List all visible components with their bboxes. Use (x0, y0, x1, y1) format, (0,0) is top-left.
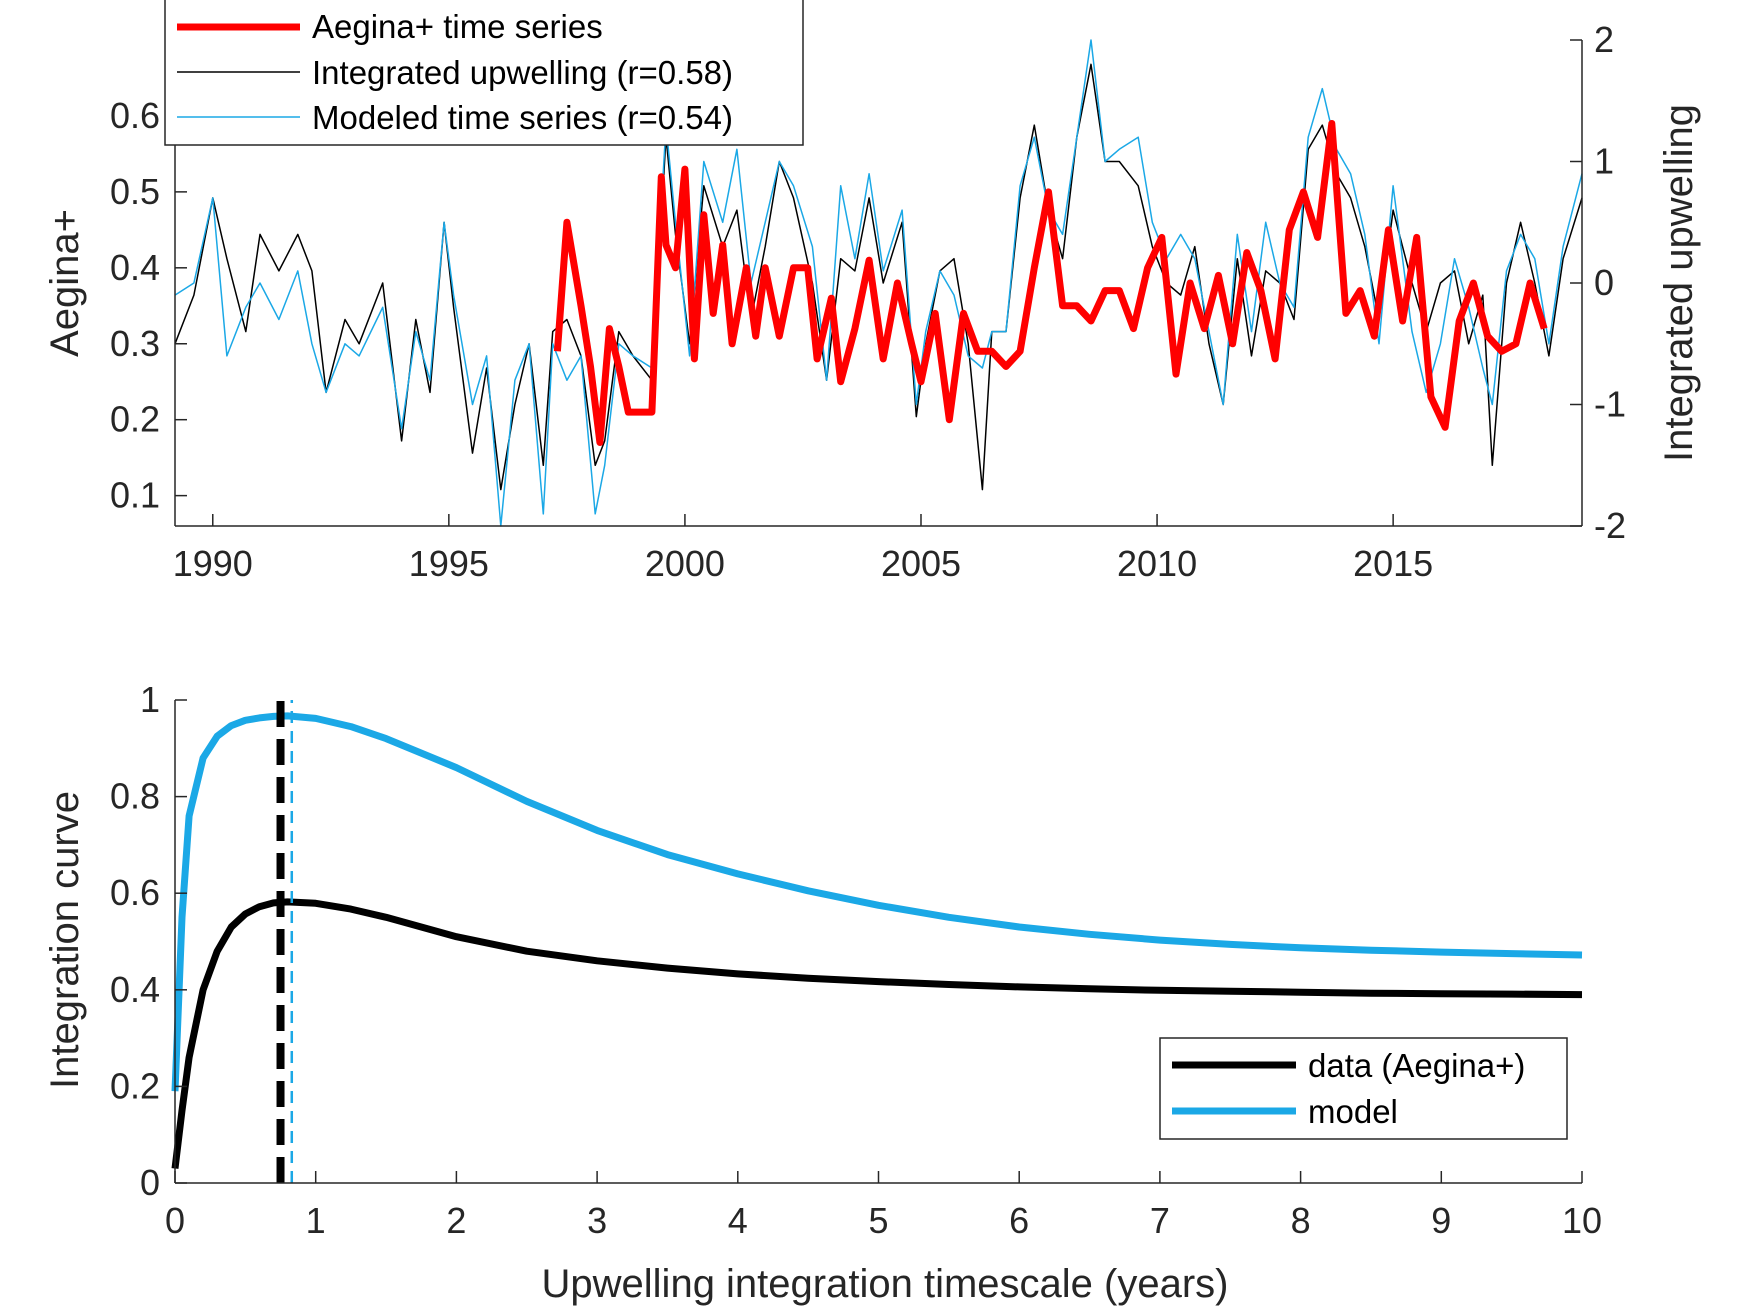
top-left-y-tick-label: 0.1 (110, 475, 160, 516)
bottom-x-tick-label: 7 (1150, 1200, 1170, 1241)
bottom-y-tick-label: 1 (140, 679, 160, 720)
legend-label-upwelling: Integrated upwelling (r=0.58) (312, 54, 733, 91)
bottom-y-tick-label: 0 (140, 1162, 160, 1203)
top-left-y-tick-label: 0.2 (110, 399, 160, 440)
top-x-tick-label: 1995 (409, 543, 489, 584)
bottom-x-tick-label: 1 (306, 1200, 326, 1241)
bottom-x-tick-label: 6 (1009, 1200, 1029, 1241)
bottom-axes: 0 1 2 3 4 5 6 7 8 9 10 0 0.2 0.4 0.6 0.8 1 (110, 679, 1602, 1241)
legend-label-model: model (1308, 1093, 1398, 1130)
bottom-legend: data (Aegina+) model (1159, 1037, 1568, 1140)
legend-label-aegina: Aegina+ time series (312, 8, 603, 45)
top-right-y-tick-label: -2 (1594, 505, 1626, 546)
bottom-x-tick-label: 8 (1291, 1200, 1311, 1241)
top-legend: Aegina+ time series Integrated upwelling… (164, 0, 804, 146)
data-aegina-curve (171, 898, 1583, 1169)
integration-curve-panel: 0 1 2 3 4 5 6 7 8 9 10 0 0.2 0.4 0.6 0.8 1 Upwelling int… (43, 679, 1602, 1306)
bottom-y-axis-label: Integration curve (43, 791, 87, 1089)
top-x-tick-label: 2005 (881, 543, 961, 584)
bottom-x-tick-label: 3 (587, 1200, 607, 1241)
bottom-x-tick-label: 4 (728, 1200, 748, 1241)
top-right-y-tick-label: 1 (1594, 141, 1614, 182)
bottom-y-tick-label: 0.6 (110, 872, 160, 913)
bottom-y-tick-label: 0.8 (110, 776, 160, 817)
aegina-time-series-line (553, 120, 1548, 446)
top-x-tick-label: 1990 (173, 543, 253, 584)
bottom-series-group (171, 700, 1583, 1183)
top-left-y-tick-label: 0.6 (110, 95, 160, 136)
top-x-tick-label: 2010 (1117, 543, 1197, 584)
top-x-tick-label: 2000 (645, 543, 725, 584)
top-right-y-tick-label: 2 (1594, 19, 1614, 60)
legend-label-data: data (Aegina+) (1308, 1047, 1525, 1084)
top-x-tick-label: 2015 (1353, 543, 1433, 584)
top-axes: 1990 1995 2000 2005 2010 2015 0.1 0.2 0.3 0.4 0.5 0… (110, 19, 1626, 584)
top-right-y-tick-label: -1 (1594, 384, 1626, 425)
bottom-x-tick-label: 0 (165, 1200, 185, 1241)
bottom-x-axis-label: Upwelling integration timescale (years) (542, 1262, 1229, 1306)
model-curve (171, 712, 1583, 1092)
modeled-time-series-line (174, 39, 1583, 527)
bottom-y-tick-label: 0.2 (110, 1065, 160, 1106)
bottom-x-tick-label: 10 (1562, 1200, 1602, 1241)
top-left-y-tick-label: 0.3 (110, 323, 160, 364)
bottom-y-tick-label: 0.4 (110, 969, 160, 1010)
time-series-panel: 1990 1995 2000 2005 2010 2015 0.1 0.2 0.3 0.4 0.5 0… (43, 0, 1701, 584)
top-right-y-axis-label: Integrated upwelling (1657, 104, 1701, 462)
bottom-x-tick-label: 2 (446, 1200, 466, 1241)
top-series-group (174, 39, 1583, 527)
legend-label-modeled: Modeled time series (r=0.54) (312, 99, 733, 136)
top-y-axis-label: Aegina+ (43, 209, 87, 357)
bottom-x-tick-label: 5 (868, 1200, 888, 1241)
top-left-y-tick-label: 0.4 (110, 247, 160, 288)
bottom-x-tick-label: 9 (1431, 1200, 1451, 1241)
top-right-y-tick-label: 0 (1594, 262, 1614, 303)
top-left-y-tick-label: 0.5 (110, 171, 160, 212)
bottom-legend-box (1159, 1037, 1568, 1140)
